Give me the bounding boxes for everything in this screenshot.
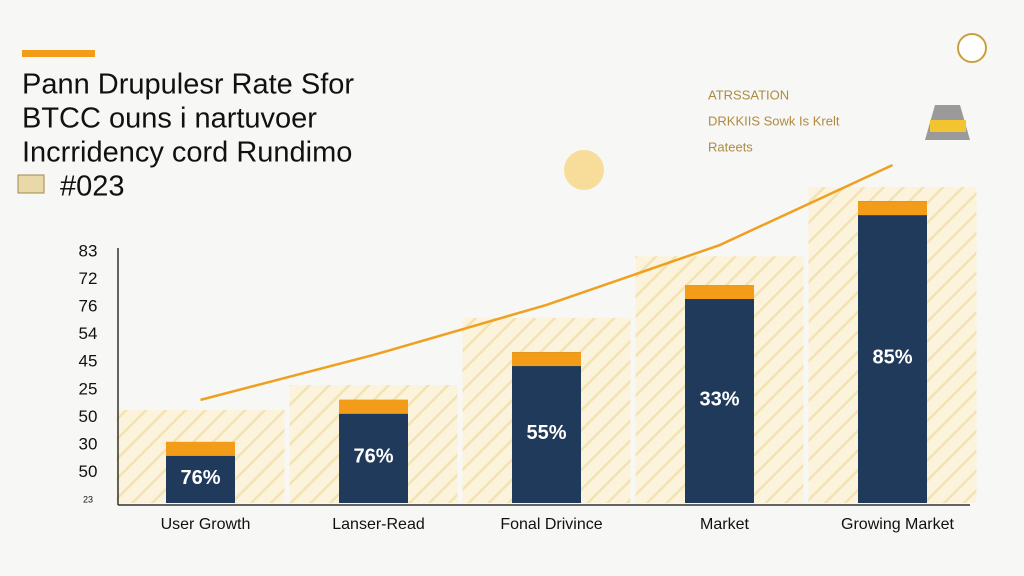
x-tick-label: Market [700,516,749,533]
y-axis-label: 25 [79,379,98,398]
annotation: Rateets [708,139,753,154]
y-axis-label: 50 [79,407,98,426]
title-accent [22,50,95,57]
bar [685,285,754,503]
y-axis-label: 45 [79,352,98,371]
annotation: ATRSSATION [708,87,789,102]
x-tick-label: Growing Market [841,516,954,533]
bar-label: 55% [526,422,566,444]
bar-cap [339,399,408,414]
y-axis-label: 30 [79,434,98,453]
bar [339,399,408,503]
logo [957,33,987,63]
x-tick-label: Lanser-Read [332,516,425,533]
bar-label: 76% [180,467,220,489]
bar-label: 33% [699,388,739,410]
trend-line [200,163,894,402]
decoration [564,150,604,190]
icon [17,174,45,194]
bar-cap [858,201,927,216]
y-axis-label: 50 [79,462,98,481]
bar-cap [685,285,754,300]
annotation: DRKKIIS Sowk Is Krelt [708,113,840,128]
y-axis-label: 23 [83,494,93,504]
bar-label: 76% [353,446,393,468]
title-line: BTCC ouns i nartuvoer [22,103,317,135]
y-axis-label: 76 [79,297,98,316]
title-line: Incrridency cord Rundimo [22,137,352,169]
bar [858,201,927,503]
x-tick-label: User Growth [161,516,251,533]
decoration [930,120,966,132]
x-tick-label: Fonal Drivince [500,516,602,533]
y-axis-label: 83 [79,241,98,260]
bar-label: 85% [872,346,912,368]
bar [512,352,581,503]
bar-cap [512,352,581,367]
bar-cap [166,441,235,456]
title-line: #023 [60,171,125,203]
y-axis-label: 54 [79,324,98,343]
y-axis-label: 72 [79,269,98,288]
title-line: Pann Drupulesr Rate Sfor [22,69,354,101]
